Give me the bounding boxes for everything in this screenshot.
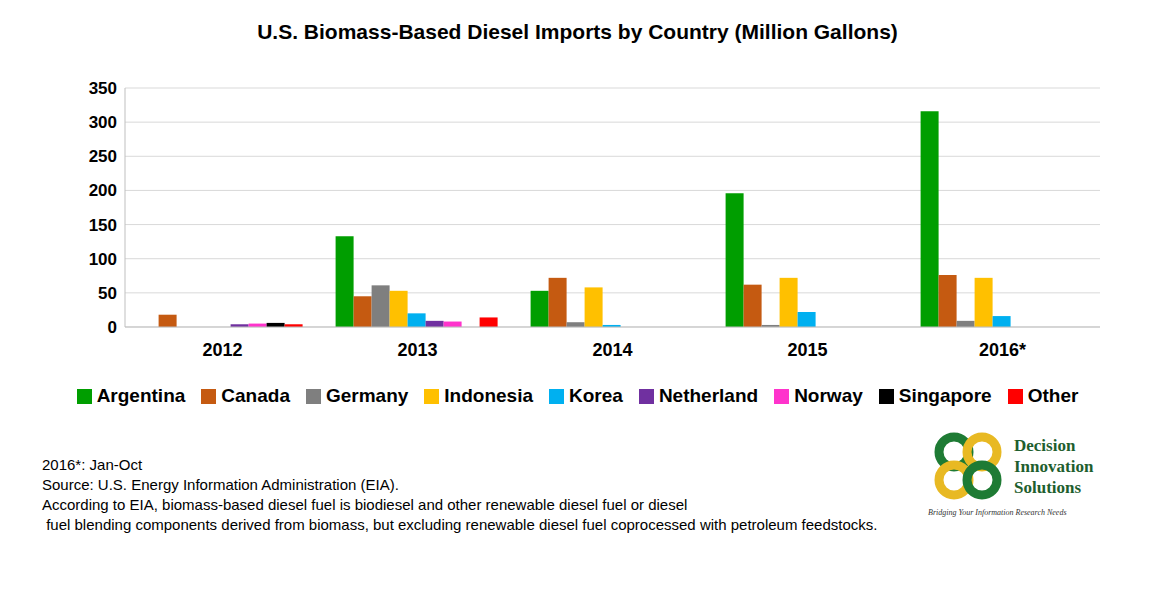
html-text:fuel blending components deriv: fuel blending components derived from bi… <box>42 516 878 533</box>
svg-text:2016*: 2016* <box>979 340 1026 360</box>
html-text:Other: Other <box>1027 385 1079 406</box>
html-text:Bridging Your Information Rese: Bridging Your Information Research Needs <box>928 508 1067 517</box>
svg-text:2015: 2015 <box>787 340 827 360</box>
svg-text:200: 200 <box>89 181 117 200</box>
html-text:Source: U.S. Energy Informatio: Source: U.S. Energy Information Administ… <box>42 476 399 493</box>
html-text:According to EIA, biomass-base: According to EIA, biomass-based diesel f… <box>42 496 688 513</box>
html-text:Norway: Norway <box>794 385 863 406</box>
svg-text:350: 350 <box>89 79 117 98</box>
svg-text:300: 300 <box>89 113 117 132</box>
html-text:Germany: Germany <box>326 385 409 406</box>
html-text:2016*: Jan-Oct: 2016*: Jan-Oct <box>42 456 143 473</box>
html-text:Singapore: Singapore <box>898 385 992 406</box>
svg-text:2013: 2013 <box>397 340 437 360</box>
svg-text:0: 0 <box>108 318 117 337</box>
svg-text:2014: 2014 <box>592 340 632 360</box>
html-text:Indonesia: Indonesia <box>444 385 533 406</box>
html-text:Solutions: Solutions <box>1014 477 1082 497</box>
html-text:U.S. Biomass-Based Diesel Impo: U.S. Biomass-Based Diesel Imports by Cou… <box>257 20 898 43</box>
html-text:Korea: Korea <box>569 385 623 406</box>
html-text:Canada: Canada <box>221 385 290 406</box>
html-text:Innovation: Innovation <box>1014 456 1094 476</box>
svg-text:50: 50 <box>98 284 117 303</box>
svg-text:100: 100 <box>89 250 117 269</box>
html-text:Argentina: Argentina <box>96 385 186 406</box>
html-text:Decision: Decision <box>1014 435 1076 455</box>
svg-text:2012: 2012 <box>202 340 242 360</box>
html-text:Netherland: Netherland <box>658 385 759 406</box>
svg-text:150: 150 <box>89 216 117 235</box>
svg-text:250: 250 <box>89 147 117 166</box>
